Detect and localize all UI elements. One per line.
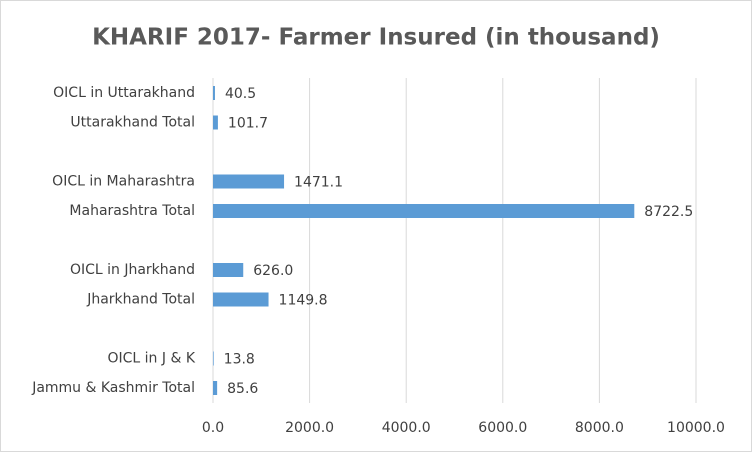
- data-label: 85.6: [227, 381, 258, 397]
- data-label: 40.5: [225, 86, 256, 102]
- bar: [213, 292, 269, 307]
- data-label: 1149.8: [279, 293, 328, 309]
- chart-title: KHARIF 2017- Farmer Insured (in thousand…: [92, 25, 660, 51]
- data-label: 8722.5: [644, 204, 693, 220]
- y-tick-label: Uttarakhand Total: [70, 115, 195, 131]
- x-tick-label: 10000.0: [667, 420, 725, 436]
- y-tick-label: OICL in J & K: [107, 351, 195, 367]
- y-tick-label: OICL in Jharkhand: [70, 262, 195, 278]
- data-label: 13.8: [224, 352, 255, 368]
- y-tick-label: OICL in Maharashtra: [52, 174, 195, 190]
- data-label: 1471.1: [294, 175, 343, 191]
- bar: [213, 381, 218, 395]
- y-tick-label: Jharkhand Total: [86, 292, 195, 308]
- bar: [213, 204, 635, 218]
- bar: [213, 86, 215, 100]
- y-tick-label: Jammu & Kashmir Total: [31, 380, 195, 396]
- data-label: 101.7: [228, 116, 268, 132]
- data-label: 626.0: [253, 263, 293, 279]
- y-tick-label: OICL in Uttarakhand: [53, 85, 195, 101]
- x-tick-label: 8000.0: [575, 420, 624, 436]
- bar: [213, 115, 218, 130]
- x-tick-label: 6000.0: [478, 420, 527, 436]
- x-tick-label: 2000.0: [285, 420, 334, 436]
- y-tick-label: Maharashtra Total: [69, 203, 195, 219]
- x-tick-label: 4000.0: [382, 420, 431, 436]
- bar: [213, 174, 285, 189]
- bar: [213, 263, 244, 277]
- x-tick-label: 0.0: [202, 420, 224, 436]
- bar: [213, 351, 214, 366]
